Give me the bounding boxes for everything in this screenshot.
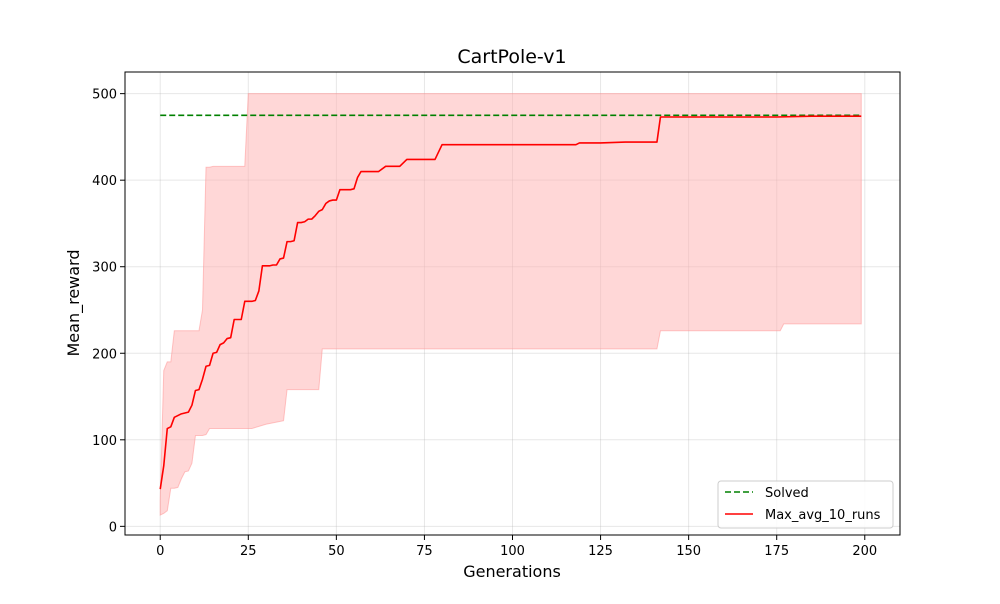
- x-tick-label: 50: [328, 544, 345, 559]
- x-tick-label: 150: [676, 544, 701, 559]
- x-tick-label: 125: [588, 544, 613, 559]
- y-tick-label: 300: [92, 261, 117, 276]
- x-tick-label: 200: [852, 544, 877, 559]
- x-tick-label: 25: [240, 544, 257, 559]
- legend-box: [717, 480, 894, 529]
- y-tick-label: 200: [92, 347, 117, 362]
- y-tick-label: 400: [92, 174, 117, 189]
- min-max-band: [159, 93, 862, 516]
- y-axis-title: Mean_reward: [64, 249, 84, 356]
- series-layer: [159, 114, 862, 490]
- chart-title: CartPole-v1: [457, 46, 566, 68]
- x-tick-label: 100: [500, 544, 525, 559]
- x-axis-title: Generations: [463, 562, 561, 581]
- y-tick-label: 500: [92, 88, 117, 103]
- series-line-max-avg-10-runs: [159, 115, 862, 490]
- y-tick-label: 0: [109, 520, 117, 535]
- tick-layer: 0 25 50 75 100 125 150 175 200 0 100 200 300 400 500: [92, 88, 877, 559]
- x-tick-label: 0: [156, 544, 164, 559]
- x-tick-label: 75: [416, 544, 433, 559]
- legend-label-max-avg: Max_avg_10_runs: [765, 508, 881, 523]
- legend-label-solved: Solved: [765, 486, 809, 501]
- legend: Solved Max_avg_10_runs: [717, 480, 894, 529]
- y-tick-label: 100: [92, 434, 117, 449]
- band-layer: [159, 93, 862, 516]
- x-tick-label: 175: [764, 544, 789, 559]
